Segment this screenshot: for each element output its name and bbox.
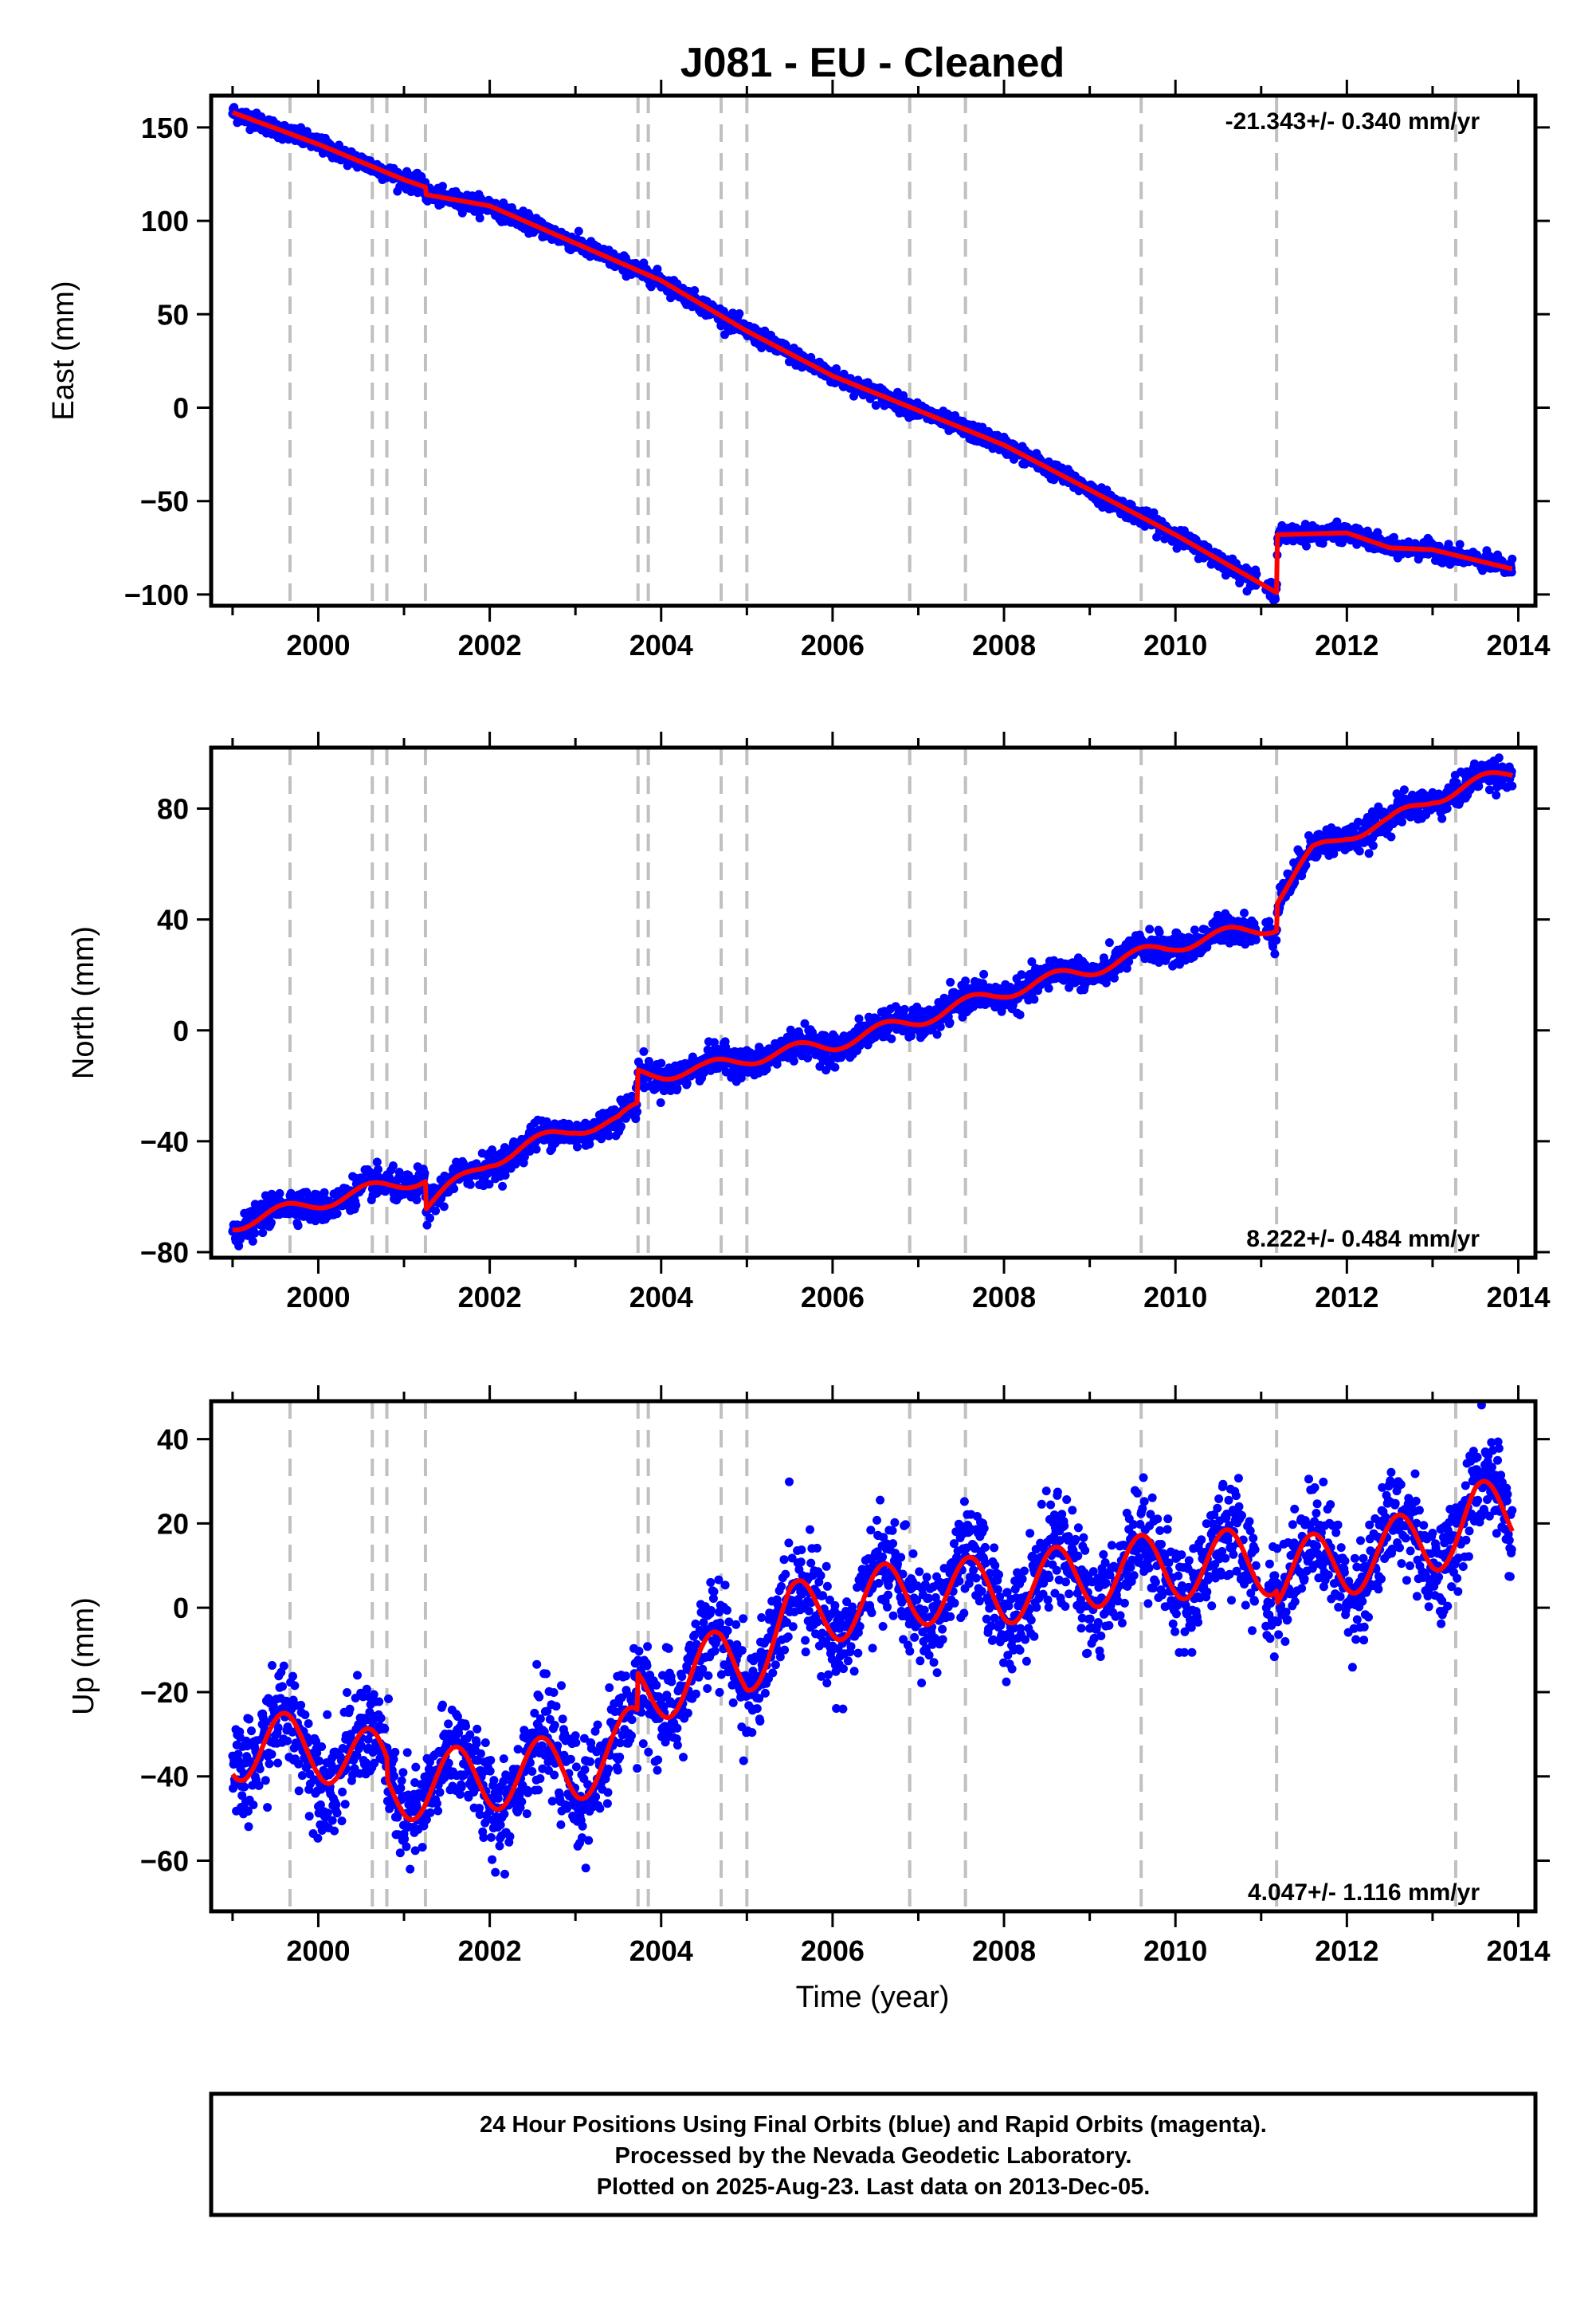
east-point (832, 364, 841, 373)
north-point (1145, 925, 1155, 934)
east-x-tick-label: 2002 (458, 629, 522, 662)
north-point (531, 1145, 541, 1154)
north-point (961, 976, 971, 986)
north-point (1240, 909, 1249, 917)
east-point (438, 182, 447, 191)
north-point (498, 1181, 508, 1191)
north-point (1155, 928, 1164, 937)
north-point (1270, 949, 1280, 959)
north-point (431, 1206, 441, 1215)
north-point (388, 1161, 398, 1171)
east-panel: 150 100 50 0 −50 −100 East (mm) 2000 2002 2004 200… (47, 80, 1551, 662)
north-point (332, 1209, 342, 1219)
north-point (1015, 1010, 1025, 1019)
north-point (585, 1140, 594, 1149)
north-point (803, 1054, 813, 1062)
north-point (946, 977, 955, 987)
east-y-tick-label: 150 (141, 112, 189, 144)
north-point (275, 1188, 284, 1198)
east-y-tick-label: 50 (157, 298, 189, 331)
east-y-tick-label: −100 (124, 579, 189, 611)
north-point (617, 1121, 625, 1131)
north-point (351, 1200, 361, 1210)
east-rate-label: -21.343+/- 0.340 mm/yr (1225, 108, 1480, 135)
east-x-tick-label: 2014 (1486, 629, 1550, 662)
north-point (425, 1213, 434, 1223)
north-point (293, 1221, 303, 1231)
east-point (653, 265, 662, 274)
north-point (258, 1228, 268, 1238)
north-point (935, 1022, 945, 1031)
east-point (1508, 554, 1517, 564)
east-point (646, 282, 656, 292)
east-x-tick-label: 2008 (972, 629, 1036, 662)
east-x-tick-label: 2012 (1315, 629, 1378, 662)
chart-title: J081 - EU - Cleaned (680, 40, 1065, 86)
east-x-tick-label: 2006 (801, 629, 865, 662)
east-point (457, 208, 467, 218)
north-point (1104, 938, 1114, 948)
north-point (420, 1168, 429, 1178)
north-point (1272, 936, 1281, 945)
north-point (657, 1058, 666, 1068)
east-y-axis-label: East (mm) (47, 281, 80, 420)
east-x-tick-label: 2010 (1143, 629, 1207, 662)
north-point (789, 1056, 798, 1066)
east-y-tick-label: −50 (140, 485, 189, 518)
north-point (639, 1047, 649, 1056)
north-point (1029, 995, 1039, 1004)
north-point (656, 1098, 665, 1107)
east-point (1455, 540, 1465, 549)
north-point (673, 1084, 682, 1094)
north-point (900, 1004, 909, 1014)
north-point (248, 1236, 257, 1246)
east-y-tick-label: 100 (141, 205, 189, 238)
north-point (633, 1107, 642, 1117)
east-point (475, 214, 484, 223)
east-x-tick-label: 2000 (286, 629, 350, 662)
east-point (1271, 595, 1280, 604)
north-point (945, 1018, 955, 1027)
east-point (1302, 541, 1311, 551)
north-point (1190, 925, 1199, 935)
north-point (573, 1142, 582, 1152)
east-point (735, 309, 744, 318)
north-point (374, 1164, 382, 1174)
north-point (439, 1202, 449, 1211)
north-point (887, 1034, 896, 1043)
north-point (932, 1030, 942, 1039)
north-point (449, 1184, 459, 1193)
north-point (465, 1180, 475, 1189)
east-x-tick-label: 2004 (629, 629, 693, 662)
north-point (1044, 984, 1053, 993)
north-point (979, 969, 989, 979)
north-point (830, 1062, 840, 1072)
east-y-tick-label: 0 (173, 392, 189, 425)
north-point (250, 1228, 260, 1238)
north-point (266, 1218, 276, 1227)
east-point (690, 286, 700, 295)
east-point (871, 401, 880, 410)
east-point (574, 226, 583, 236)
